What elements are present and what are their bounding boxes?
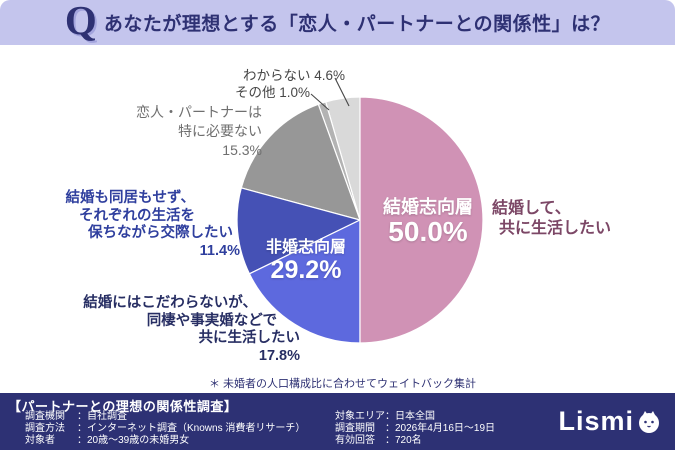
pie-slice-0 xyxy=(359,96,484,344)
survey-row: 調査期間 ：2026年4月16日～19日 xyxy=(335,423,496,434)
lismi-cat-icon xyxy=(639,410,659,433)
survey-row: 調査機関 ：自社調査 xyxy=(25,411,127,422)
label-separate-lives: 結婚も同居もせず、 それぞれの生活を 保ちながら交際したい 11.4% xyxy=(65,190,240,259)
survey-details-left: 調査機関 ：自社調査 調査方法 ：インターネット調査（Knowns 消費者リサーチ）… xyxy=(25,411,305,447)
callout-line-wakaranai xyxy=(334,77,350,107)
label-marry: 結婚して、 共に生活したい xyxy=(492,200,612,237)
label-sonota: その他 1.0% xyxy=(235,85,311,100)
question-title: あなたが理想とする「恋人・パートナーとの関係性」は？ xyxy=(103,14,611,35)
survey-row: 対象エリア：日本全国 xyxy=(335,411,435,422)
q-logo: Q xyxy=(64,0,97,43)
label-cohabit: 結婚にはこだわらないが、 同棲や事実婚などで 共に生活したい 17.8% xyxy=(83,295,300,364)
group-label-nonmarriage: 非婚志向層 29.2% xyxy=(265,239,346,284)
weighting-footnote: ＊ 未婚者の人口構成比に合わせてウェイトバック集計 xyxy=(208,378,477,390)
group-label-marriage: 結婚志向層 50.0% xyxy=(383,197,473,247)
label-need-none: 恋人・パートナーは 特に必要ない 15.3% xyxy=(136,104,262,158)
pie-slice-3 xyxy=(240,103,361,221)
survey-footer: 【パートナーとの理想の関係性調査】 調査機関 ：自社調査 調査方法 ：インターネット… xyxy=(0,393,675,450)
survey-title: 【パートナーとの理想の関係性調査】 xyxy=(8,399,238,414)
callout-line-sonota xyxy=(310,93,330,111)
pie-slice-1 xyxy=(248,219,361,344)
label-wakaranai: わからない 4.6% xyxy=(243,68,346,83)
survey-row: 有効回答 ：720名 xyxy=(335,435,422,446)
pie-slice-2 xyxy=(236,187,362,275)
lismi-logo-text: Lismi xyxy=(558,406,634,436)
lismi-logo: Lismi xyxy=(558,406,661,437)
survey-row: 調査方法 ：インターネット調査（Knowns 消費者リサーチ） xyxy=(25,423,306,434)
survey-details-right: 対象エリア：日本全国 調査期間 ：2026年4月16日～19日 有効回答 ：720名 xyxy=(335,411,495,447)
survey-row: 対象者 ：20歳～39歳の未婚男女 xyxy=(25,435,190,446)
question-header: Q あなたが理想とする「恋人・パートナーとの関係性」は？ xyxy=(0,0,675,45)
